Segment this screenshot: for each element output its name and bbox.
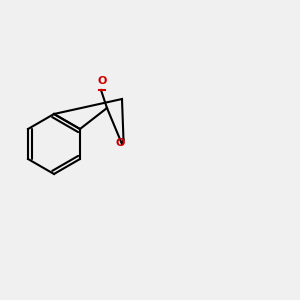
Text: O: O bbox=[116, 137, 125, 148]
Text: O: O bbox=[98, 76, 107, 86]
